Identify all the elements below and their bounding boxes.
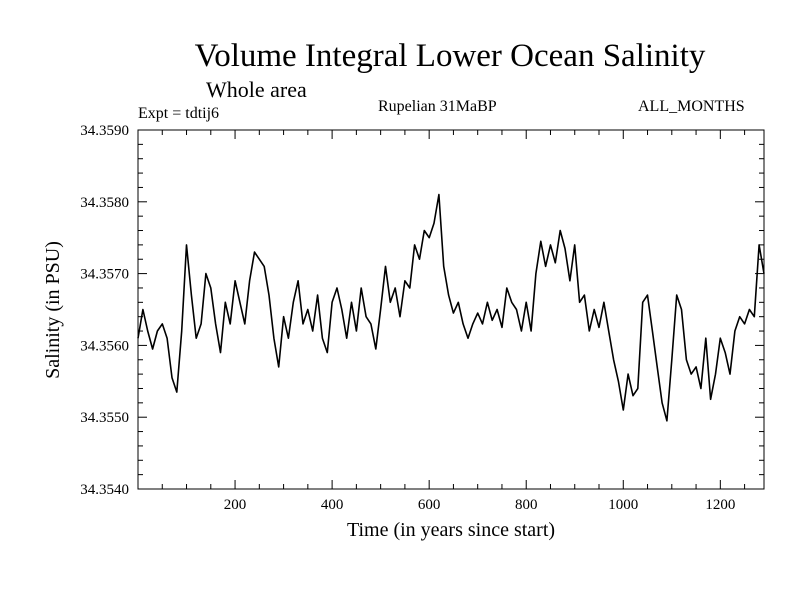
period-label: Rupelian 31MaBP [378,98,497,115]
x-tick-label: 800 [515,497,538,513]
tick-labels: 200 400 600 800 1000 1200 34.3540 34.3550 34.356… [80,123,735,513]
y-axis-title: Salinity (in PSU) [42,241,64,379]
axis-ticks [138,130,764,489]
x-tick-label: 1200 [705,497,735,513]
x-tick-label: 400 [321,497,344,513]
y-tick-label: 34.3570 [80,267,129,283]
y-tick-label: 34.3580 [80,195,129,211]
y-tick-label: 34.3540 [80,482,129,498]
x-tick-label: 600 [418,497,441,513]
y-tick-label: 34.3590 [80,123,129,139]
experiment-label: Expt = tdtij6 [138,105,220,122]
months-label: ALL_MONTHS [638,98,745,115]
x-tick-label: 1000 [608,497,638,513]
plot-frame [137,129,765,490]
salinity-series-line [137,193,765,422]
y-tick-label: 34.3560 [80,338,129,354]
chart-title: Volume Integral Lower Ocean Salinity [194,38,706,74]
y-tick-label: 34.3550 [80,410,129,426]
x-axis-title: Time (in years since start) [347,519,555,541]
x-tick-label: 200 [224,497,247,513]
chart-subtitle: Whole area [206,77,307,102]
